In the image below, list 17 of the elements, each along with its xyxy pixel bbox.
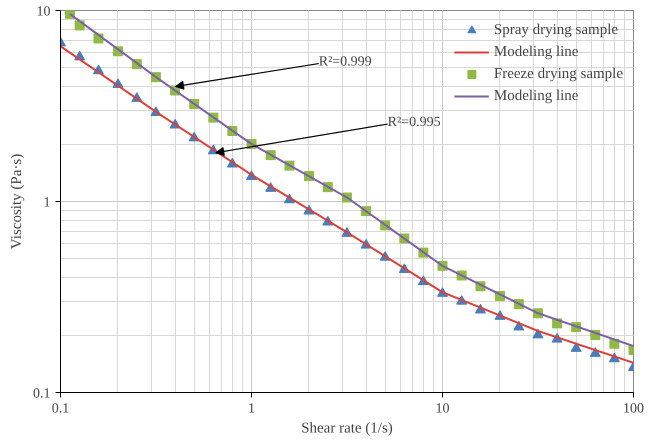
annotation: R²=0.995: [388, 115, 441, 130]
x-tick-label: 10: [436, 402, 450, 416]
x-tick-label: 1: [248, 402, 255, 416]
legend-label: Spray drying sample: [494, 22, 618, 38]
point: [570, 342, 582, 352]
y-tick-label: 0.1: [33, 386, 50, 402]
x-tick-label: 0.1: [52, 402, 70, 416]
y-axis-title: Viscosity (Pa·s): [9, 154, 25, 250]
annotation: R²=0.999: [318, 54, 372, 70]
y-tick-label: 1: [44, 196, 50, 210]
legend-label: Modeling line: [494, 44, 578, 60]
x-axis-title: Shear rate (1/s): [301, 420, 393, 436]
point: [532, 328, 544, 338]
legend-label: Freeze drying sample: [494, 66, 623, 82]
y-tick-label: 10: [36, 4, 50, 20]
x-tick-label: 100: [623, 402, 644, 416]
legend-label: Modeling line: [494, 88, 578, 104]
